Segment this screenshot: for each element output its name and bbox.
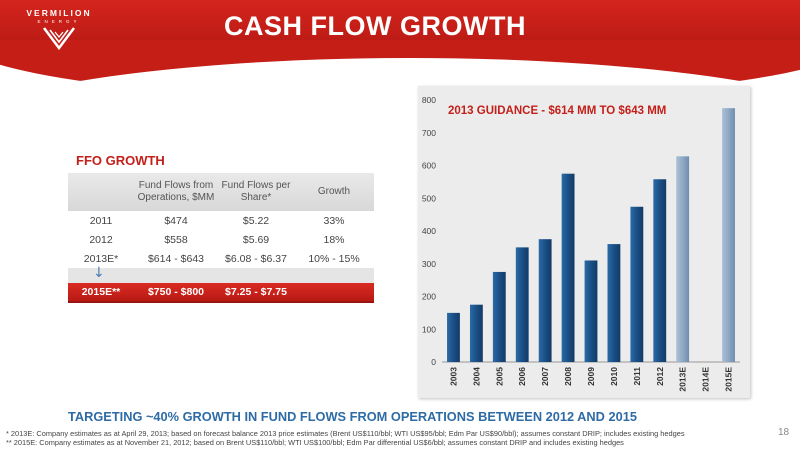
y-tick-label: 200 [422, 292, 436, 302]
logo-subtext: ENERGY [37, 19, 81, 24]
page-title: CASH FLOW GROWTH [224, 11, 526, 41]
y-tick-label: 500 [422, 193, 436, 203]
vermilion-logo: VERMILION ENERGY [12, 6, 106, 54]
x-tick-label: 2005 [494, 367, 504, 386]
header-fund-flows-per-share: Fund Flows per Share* [221, 180, 291, 203]
cell-growth: 33% [323, 214, 345, 227]
x-tick-label: 2012 [655, 367, 665, 386]
y-tick-label: 400 [422, 226, 436, 236]
bar-2013E [676, 156, 690, 362]
x-tick-label: 2008 [563, 367, 573, 386]
bar-2011 [630, 206, 644, 362]
bar-2006 [515, 247, 529, 362]
bar-2007 [538, 239, 552, 362]
cell-per-share: $5.22 [242, 214, 270, 227]
bar-2009 [584, 260, 598, 362]
bar-2003 [447, 312, 460, 362]
cell-fund-flows: $750 - $800 [147, 286, 205, 298]
logo-chevron-icon [43, 27, 75, 51]
highlight-underline [68, 301, 374, 303]
highlight-row: 2015E** $750 - $800 $7.25 - $7.75 [68, 283, 374, 301]
bar-2015E [722, 108, 735, 362]
x-tick-label: 2013E [678, 367, 688, 392]
cell-year: 2015E** [81, 286, 121, 298]
x-tick-label: 2004 [471, 367, 481, 386]
footnote-2013e: * 2013E: Company estimates as at April 2… [6, 429, 685, 438]
table-row: 2011 $474 $5.22 33% [68, 211, 374, 230]
cell-growth: 18% [323, 233, 345, 246]
y-tick-label: 800 [422, 95, 436, 105]
footnote-2015e: ** 2015E: Company estimates as at Novemb… [6, 438, 624, 447]
logo-text: VERMILION [26, 8, 92, 18]
cell-per-share: $6.08 - $6.37 [225, 252, 287, 265]
x-tick-label: 2010 [609, 367, 619, 386]
y-tick-label: 600 [422, 161, 436, 171]
y-tick-label: 300 [422, 259, 436, 269]
x-tick-label: 2006 [517, 367, 527, 386]
bar-2010 [607, 244, 621, 362]
table-row: 2012 $558 $5.69 18% [68, 230, 374, 249]
y-tick-label: 100 [422, 324, 436, 334]
y-tick-label: 0 [431, 357, 436, 367]
cell-fund-flows: $614 - $643 [147, 252, 205, 265]
down-arrow-icon: ↓ [93, 265, 105, 281]
table-spacer-row [68, 268, 374, 284]
targeting-statement: TARGETING ~40% GROWTH IN FUND FLOWS FROM… [68, 409, 637, 424]
cell-year: 2012 [89, 233, 113, 246]
bar-2012 [653, 179, 667, 362]
table-header: Fund Flows from Operations, $MM Fund Flo… [68, 173, 374, 211]
header-fund-flows: Fund Flows from Operations, $MM [137, 180, 215, 203]
table-row: 2013E* $614 - $643 $6.08 - $6.37 10% - 1… [68, 249, 374, 268]
header-growth: Growth [317, 186, 351, 197]
cell-year: 2013E* [83, 252, 119, 265]
y-tick-label: 700 [422, 128, 436, 138]
bar-2004 [469, 304, 483, 362]
bar-chart: 0 100 200 300 400 500 600 700 800 2003 2004 2005 200… [422, 95, 740, 392]
x-tick-label: 2003 [448, 367, 458, 386]
x-tick-label: 2014E [701, 367, 711, 392]
ffo-table: Fund Flows from Operations, $MM Fund Flo… [68, 173, 374, 303]
cell-growth: 10% - 15% [308, 252, 360, 265]
chart-title: 2013 GUIDANCE - $614 MM TO $643 MM [448, 105, 667, 117]
cell-year: 2011 [89, 214, 113, 227]
x-tick-label: 2009 [586, 367, 596, 386]
bar-2005 [492, 271, 506, 362]
ffo-growth-title: FFO GROWTH [76, 153, 165, 168]
cell-fund-flows: $558 [164, 233, 188, 246]
x-tick-label: 2011 [632, 367, 642, 386]
cell-per-share: $5.69 [242, 233, 270, 246]
cell-fund-flows: $474 [164, 214, 188, 227]
page-number: 18 [778, 427, 790, 438]
x-tick-label: 2015E [724, 367, 734, 392]
bar-2008 [561, 173, 575, 362]
cell-per-share: $7.25 - $7.75 [225, 286, 287, 298]
x-tick-label: 2007 [540, 367, 550, 386]
